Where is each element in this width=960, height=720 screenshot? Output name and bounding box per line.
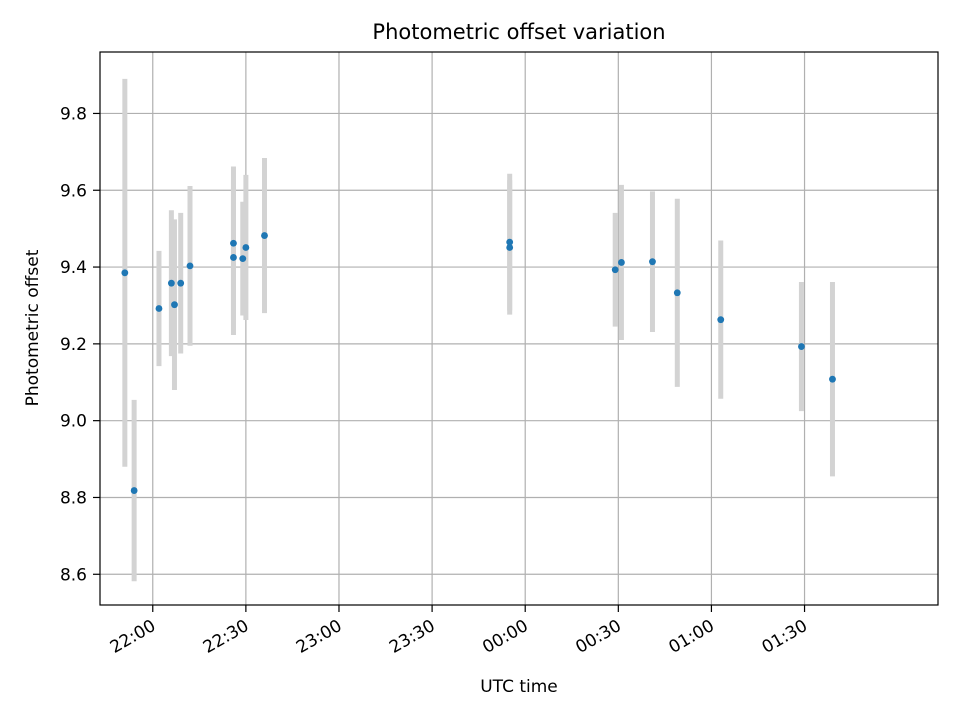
y-tick-label: 9.8 <box>60 104 87 124</box>
y-tick-label: 9.6 <box>60 181 87 201</box>
y-tick-label: 9.0 <box>60 412 87 432</box>
data-point <box>506 244 514 251</box>
data-points <box>121 232 836 494</box>
data-point <box>230 254 237 261</box>
data-point <box>673 289 681 297</box>
data-point <box>230 239 237 247</box>
data-point <box>618 259 625 266</box>
data-point <box>261 232 268 239</box>
data-point <box>611 266 619 274</box>
data-point <box>155 305 163 312</box>
data-point <box>171 301 178 309</box>
data-point <box>121 269 129 277</box>
grid-lines <box>100 52 938 605</box>
data-point <box>167 279 175 287</box>
data-point <box>242 244 250 251</box>
data-point <box>717 316 725 324</box>
data-point <box>649 258 656 266</box>
chart-title: Photometric offset variation <box>372 20 665 44</box>
plot-frame <box>99 51 939 606</box>
data-point <box>829 375 836 383</box>
data-point <box>506 238 514 246</box>
y-tick-label: 9.4 <box>60 258 87 278</box>
data-point <box>798 343 805 350</box>
data-point <box>130 487 138 494</box>
y-axis-label: Photometric offset <box>23 249 43 406</box>
y-tick-label: 8.8 <box>60 488 87 508</box>
data-point <box>177 279 185 287</box>
data-point <box>186 262 194 270</box>
x-axis-label: UTC time <box>480 677 558 697</box>
y-tick-label: 8.6 <box>60 565 87 585</box>
y-tick-label: 9.2 <box>60 335 87 355</box>
y-axis-ticks: 8.6 8.8 9.0 9.2 9.4 9.6 9.8 <box>60 104 100 585</box>
data-point <box>239 255 247 263</box>
